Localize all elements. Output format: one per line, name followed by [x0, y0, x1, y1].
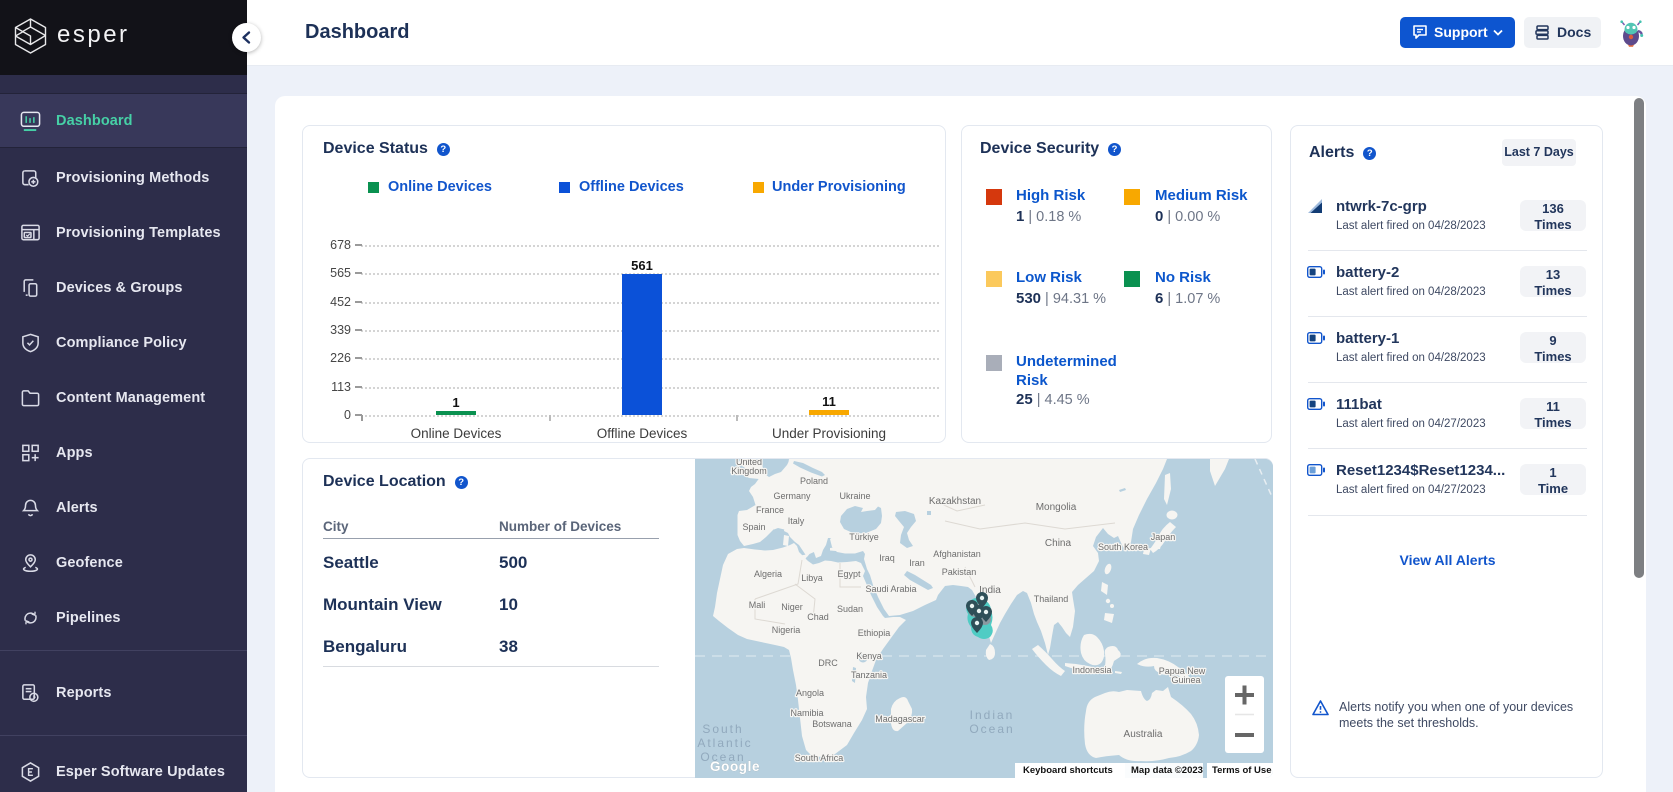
svg-text:South Africa: South Africa [795, 753, 844, 763]
svg-text:Atlantic: Atlantic [697, 736, 752, 750]
svg-text:Ocean: Ocean [700, 750, 745, 764]
svg-text:Italy: Italy [788, 516, 805, 526]
svg-text:Türkiye: Türkiye [849, 532, 879, 542]
svg-text:Madagascar: Madagascar [875, 714, 925, 724]
svg-text:Iraq: Iraq [879, 553, 895, 563]
svg-text:France: France [756, 505, 784, 515]
svg-text:Mali: Mali [749, 600, 766, 610]
svg-text:United: United [736, 459, 762, 467]
svg-text:Indonesia: Indonesia [1072, 665, 1111, 675]
svg-text:Mongolia: Mongolia [1036, 502, 1077, 513]
svg-text:Saudi Arabia: Saudi Arabia [865, 584, 916, 594]
svg-text:DRC: DRC [818, 658, 838, 668]
svg-text:Terms of Use: Terms of Use [1212, 765, 1271, 776]
svg-text:Google: Google [710, 759, 760, 774]
svg-text:Nigeria: Nigeria [772, 625, 801, 635]
svg-text:South Korea: South Korea [1098, 542, 1148, 552]
svg-text:China: China [1045, 538, 1072, 549]
svg-text:Map data ©2023: Map data ©2023 [1131, 765, 1203, 776]
svg-text:Guinea: Guinea [1171, 675, 1200, 685]
svg-text:Spain: Spain [742, 522, 765, 532]
svg-text:Papua New: Papua New [1159, 666, 1206, 676]
svg-text:Iran: Iran [909, 558, 925, 568]
svg-text:Kingdom: Kingdom [731, 466, 767, 476]
svg-text:Sudan: Sudan [837, 604, 863, 614]
svg-text:Chad: Chad [807, 612, 829, 622]
svg-text:Egypt: Egypt [837, 569, 861, 579]
svg-text:Indian: Indian [970, 708, 1015, 722]
svg-text:Angola: Angola [796, 688, 824, 698]
svg-text:Kenya: Kenya [856, 651, 882, 661]
svg-text:Germany: Germany [773, 491, 811, 501]
svg-text:Pakistan: Pakistan [942, 567, 977, 577]
svg-text:Thailand: Thailand [1034, 594, 1069, 604]
svg-text:Namibia: Namibia [790, 708, 823, 718]
svg-text:Algeria: Algeria [754, 569, 782, 579]
svg-text:Ethiopia: Ethiopia [858, 628, 891, 638]
svg-text:Tanzania: Tanzania [851, 670, 887, 680]
svg-text:Niger: Niger [781, 602, 803, 612]
svg-text:Ocean: Ocean [969, 722, 1014, 736]
svg-text:Japan: Japan [1151, 532, 1176, 542]
svg-text:Poland: Poland [800, 476, 828, 486]
svg-text:South: South [702, 722, 743, 736]
svg-text:Ukraine: Ukraine [839, 491, 870, 501]
svg-text:Libya: Libya [801, 573, 823, 583]
svg-text:Keyboard shortcuts: Keyboard shortcuts [1023, 765, 1113, 776]
svg-text:Botswana: Botswana [812, 719, 852, 729]
svg-text:Australia: Australia [1124, 729, 1163, 740]
svg-text:Kazakhstan: Kazakhstan [929, 496, 981, 507]
svg-text:Afghanistan: Afghanistan [933, 549, 981, 559]
